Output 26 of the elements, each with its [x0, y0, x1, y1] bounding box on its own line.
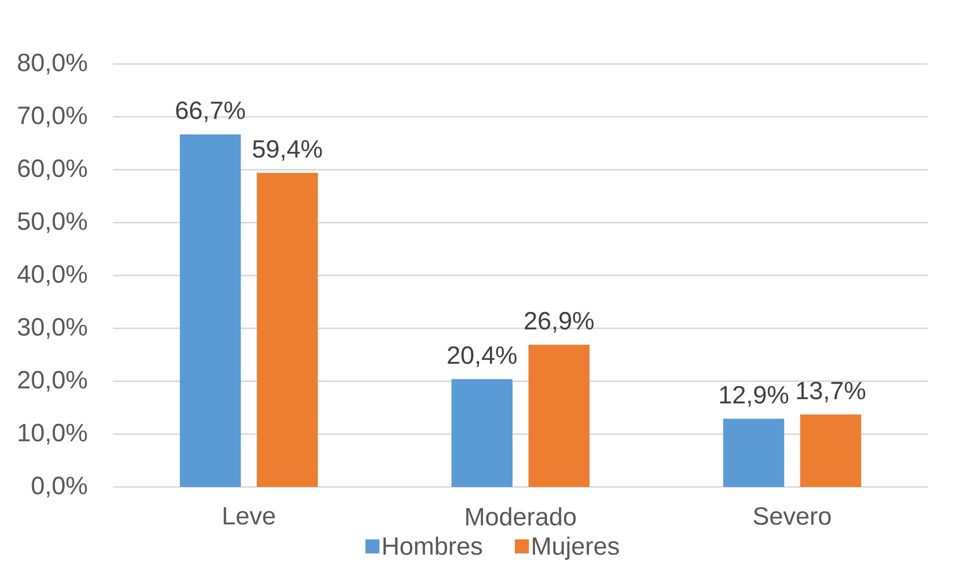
x-tick-label: Leve [224, 507, 275, 525]
bar [256, 172, 318, 487]
y-tick-label: 20,0% [18, 370, 87, 392]
x-tick-label: Severo [754, 507, 831, 525]
y-tick-label: 0,0% [32, 476, 87, 498]
bar [800, 414, 862, 487]
bar [528, 344, 590, 487]
bar [180, 134, 241, 487]
y-tick-label: 60,0% [18, 159, 87, 180]
y-tick-label: 30,0% [18, 318, 87, 339]
bar [723, 418, 784, 487]
legend-label: Mujeres [532, 536, 619, 560]
data-label: 12,9% [720, 386, 788, 407]
data-label: 66,7% [176, 101, 245, 122]
y-tick-label: 10,0% [18, 424, 87, 444]
data-label: 13,7% [797, 382, 866, 402]
y-tick-label: 80,0% [18, 54, 87, 74]
legend-label: Hombres [383, 536, 482, 555]
y-tick-label: 50,0% [18, 212, 87, 233]
y-tick-label: 70,0% [18, 106, 87, 128]
bar [452, 379, 513, 487]
x-tick-label: Moderado [466, 507, 576, 526]
data-label: 20,4% [448, 346, 517, 367]
data-label: 59,4% [252, 140, 322, 161]
data-label: 26,9% [524, 312, 594, 333]
y-tick-label: 40,0% [17, 265, 87, 286]
